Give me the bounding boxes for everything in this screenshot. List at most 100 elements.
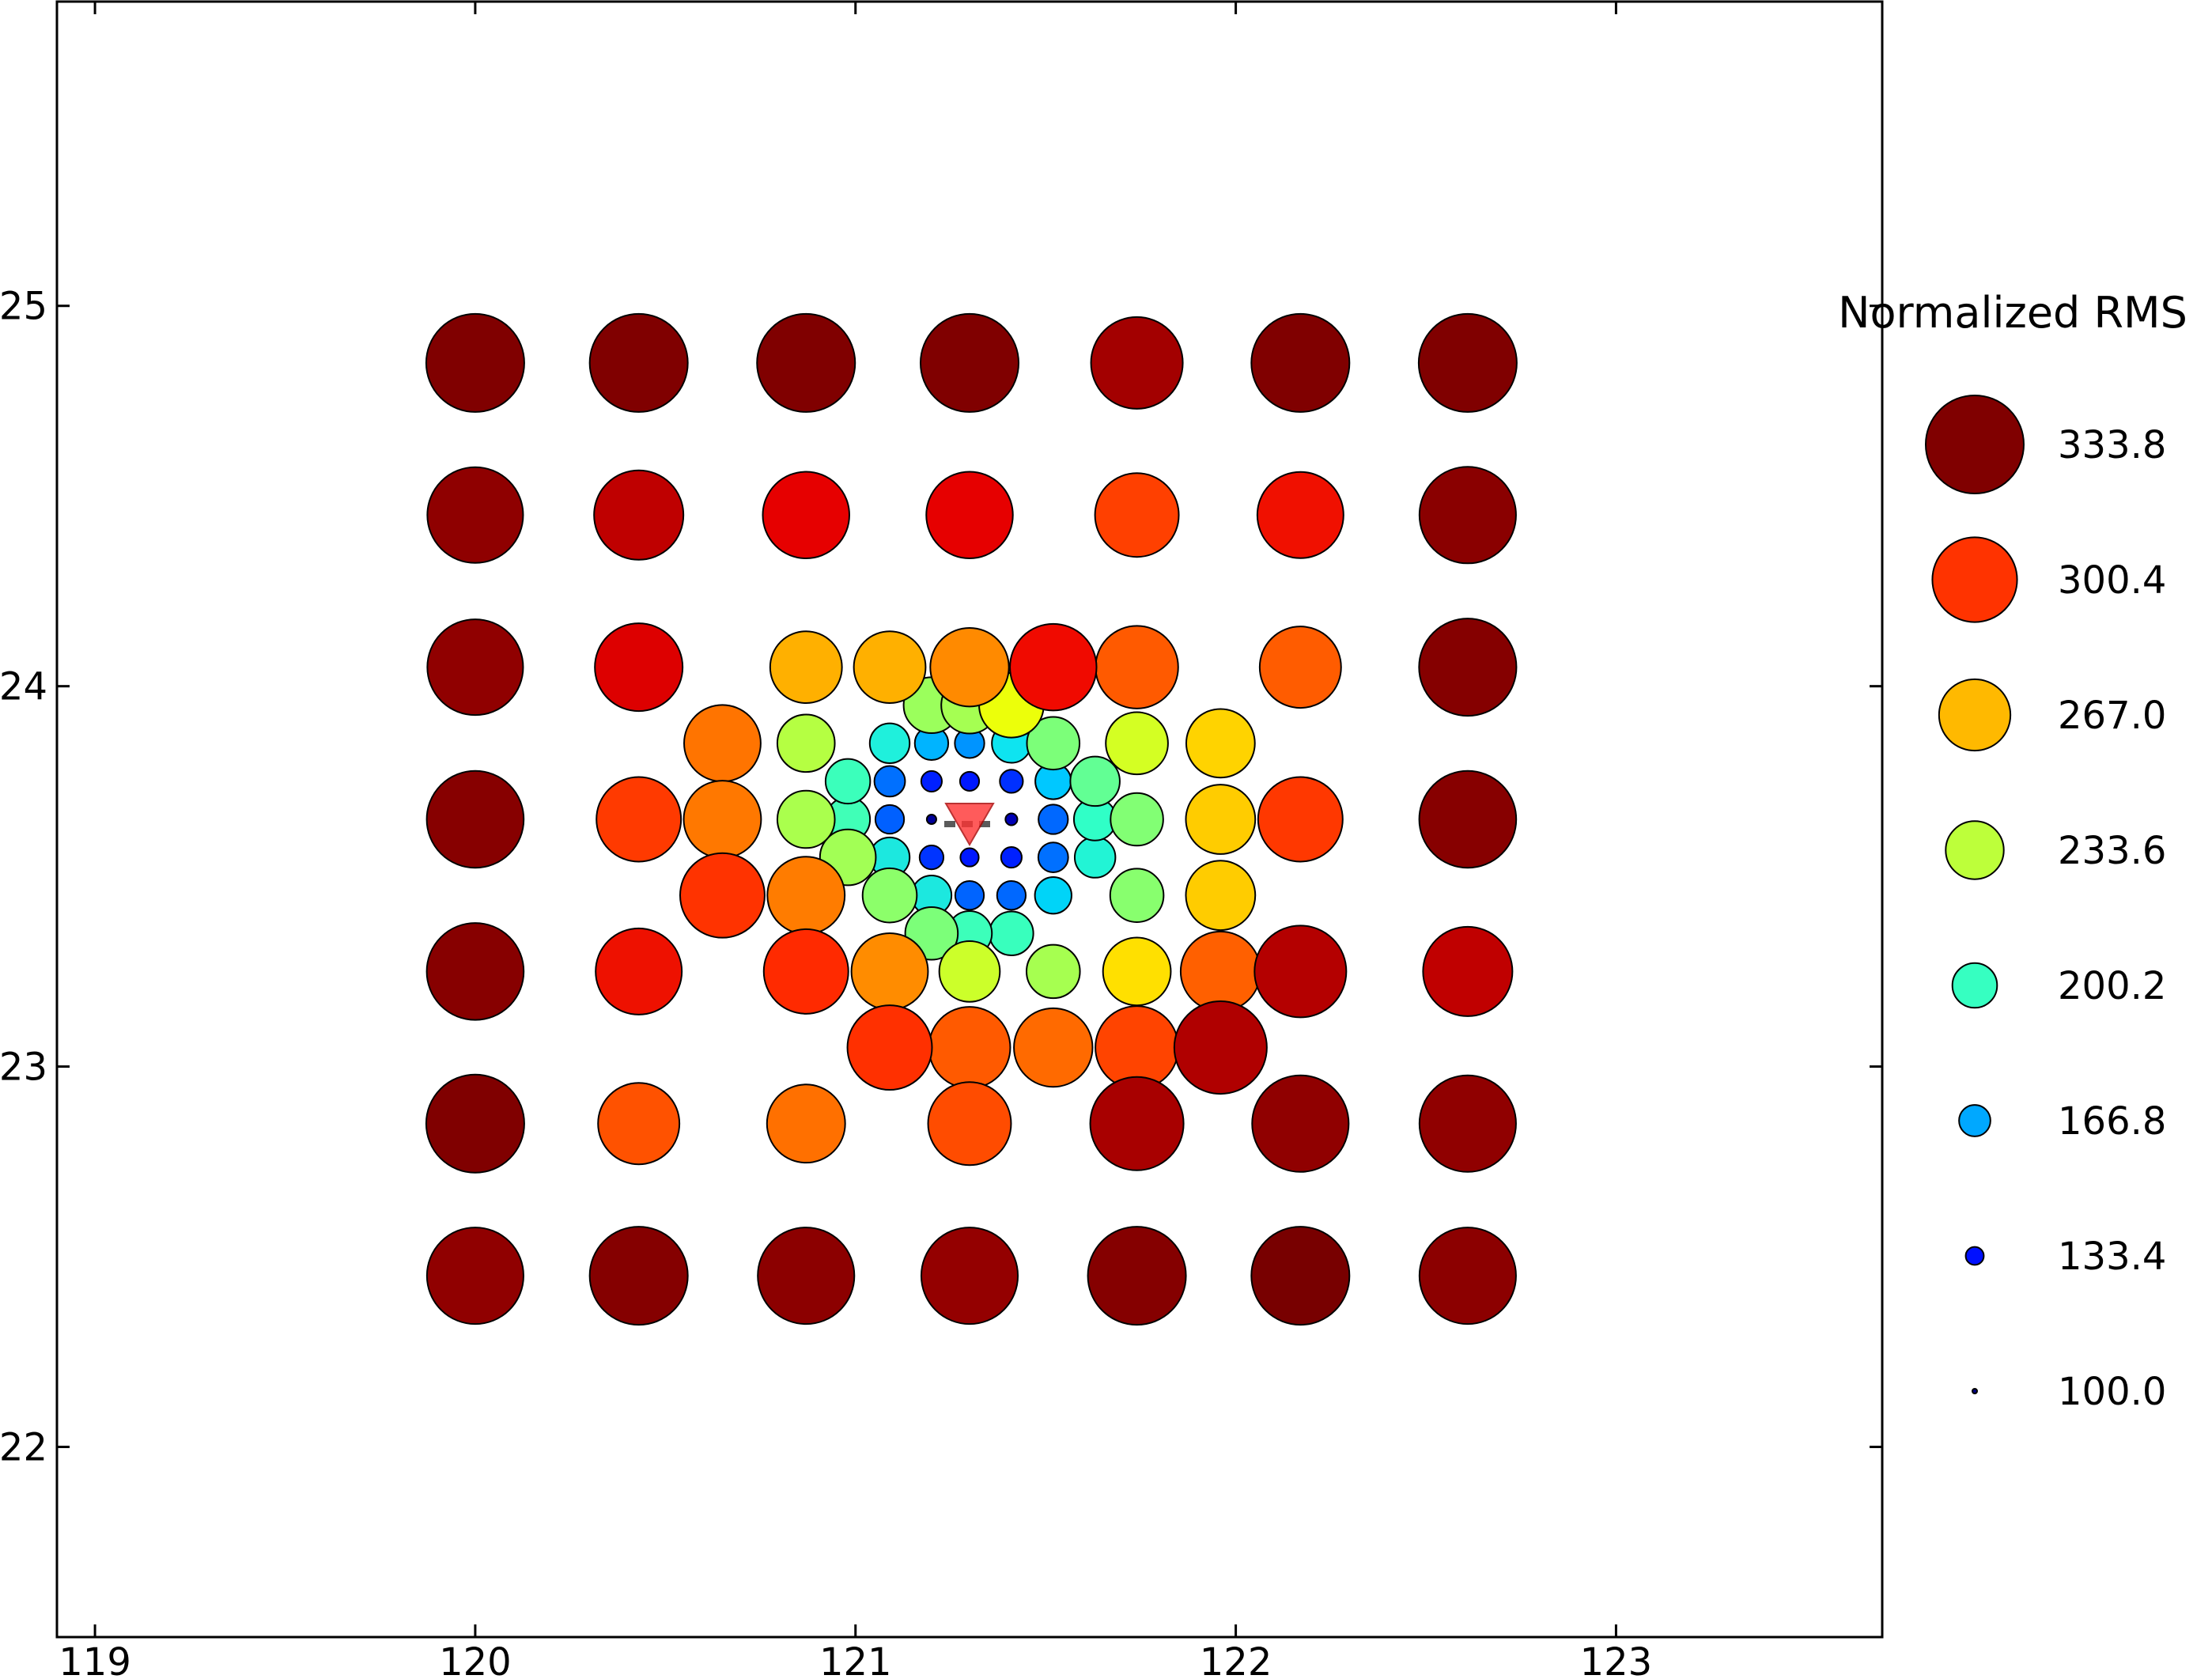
legend-marker (1931, 536, 2018, 623)
data-point (1110, 792, 1164, 847)
x-tick-label: 120 (439, 1640, 512, 1679)
y-tick-label: 25 (0, 285, 47, 329)
data-point (954, 880, 985, 911)
legend-label: 200.2 (2058, 964, 2166, 1008)
legend-label: 333.8 (2058, 423, 2166, 467)
data-point (868, 722, 911, 765)
data-point (776, 789, 836, 849)
x-axis: 119 120 121 122 123 (59, 2, 1652, 1679)
data-point (762, 471, 850, 559)
data-point (426, 466, 524, 564)
x-tick-label: 121 (819, 1640, 892, 1679)
data-point (1009, 622, 1098, 712)
plot-frame (55, 0, 1884, 1639)
x-tick-label: 123 (1580, 1640, 1653, 1679)
data-point (1102, 936, 1172, 1007)
data-point (873, 765, 906, 798)
data-point (1025, 943, 1081, 1000)
data-point (1185, 784, 1257, 855)
data-point (588, 312, 689, 413)
data-point (776, 713, 836, 773)
data-point (756, 312, 856, 413)
data-point (846, 1004, 933, 1091)
data-point (929, 626, 1010, 708)
data-point (1185, 860, 1257, 932)
data-point (925, 471, 1014, 559)
data-point (1109, 868, 1165, 923)
data-point (1185, 708, 1256, 779)
data-point (757, 1227, 856, 1325)
legend: Normalized RMS 333.8 300.4 267.0 233.6 200.2… (1838, 288, 2187, 1414)
data-point (1095, 625, 1179, 709)
data-point (920, 312, 1019, 413)
data-point (1026, 716, 1081, 771)
data-point (425, 770, 525, 869)
data-point (1418, 466, 1517, 565)
data-point (996, 880, 1027, 911)
data-point (918, 844, 945, 871)
data-point (1258, 626, 1342, 709)
data-point (1105, 711, 1169, 776)
data-point (425, 1227, 524, 1325)
data-point (425, 1073, 525, 1174)
data-point (425, 922, 525, 1021)
data-point (824, 758, 872, 805)
legend-title: Normalized RMS (1838, 288, 2187, 338)
data-point (1418, 1227, 1517, 1325)
data-point (920, 1227, 1019, 1325)
legend-label: 267.0 (2058, 694, 2166, 738)
data-point (989, 910, 1034, 957)
data-point (959, 770, 981, 792)
data-point (1004, 812, 1019, 826)
legend-label: 166.8 (2058, 1099, 2166, 1144)
data-point (762, 928, 849, 1015)
data-point (1253, 925, 1348, 1019)
y-tick-label: 24 (0, 665, 47, 709)
data-point (1418, 770, 1518, 869)
data-point (938, 940, 1001, 1003)
y-tick-label: 22 (0, 1426, 47, 1470)
data-point (1179, 930, 1261, 1012)
legend-marker (1958, 1104, 1991, 1137)
data-point (588, 1226, 689, 1326)
data-point (1173, 1000, 1268, 1095)
legend-label: 133.4 (2058, 1235, 2166, 1279)
data-point (1256, 471, 1344, 559)
data-point (1038, 804, 1069, 835)
data-point (683, 780, 762, 859)
data-point (593, 469, 685, 561)
data-point (1250, 312, 1351, 413)
legend-label: 100.0 (2058, 1370, 2166, 1414)
data-point (1037, 841, 1069, 873)
data-point (861, 867, 918, 924)
marker-triangle (944, 803, 995, 847)
data-point (874, 804, 906, 835)
y-axis: 22 23 24 25 (0, 285, 1882, 1470)
data-point (853, 630, 927, 705)
data-point (1034, 875, 1072, 915)
data-point (1418, 618, 1518, 717)
legend-label: 300.4 (2058, 558, 2166, 603)
y-tick-label: 23 (0, 1046, 47, 1090)
data-point (1089, 1076, 1185, 1171)
legend-label: 233.6 (2058, 829, 2166, 873)
data-point (683, 704, 762, 783)
data-point (1073, 836, 1117, 879)
data-point (426, 618, 524, 717)
data-point (597, 1082, 681, 1166)
data-point (1087, 1226, 1187, 1326)
data-point (1417, 312, 1518, 413)
data-point (766, 856, 846, 936)
data-point (594, 622, 684, 713)
data-points (425, 312, 1518, 1326)
data-point (596, 776, 683, 863)
data-point (925, 813, 937, 826)
x-tick-label: 119 (59, 1640, 131, 1679)
data-point (1422, 925, 1514, 1017)
data-point (1251, 1074, 1350, 1173)
data-point (679, 852, 766, 939)
data-point (766, 1083, 846, 1164)
station-marker (944, 803, 995, 847)
data-point (1257, 776, 1344, 863)
